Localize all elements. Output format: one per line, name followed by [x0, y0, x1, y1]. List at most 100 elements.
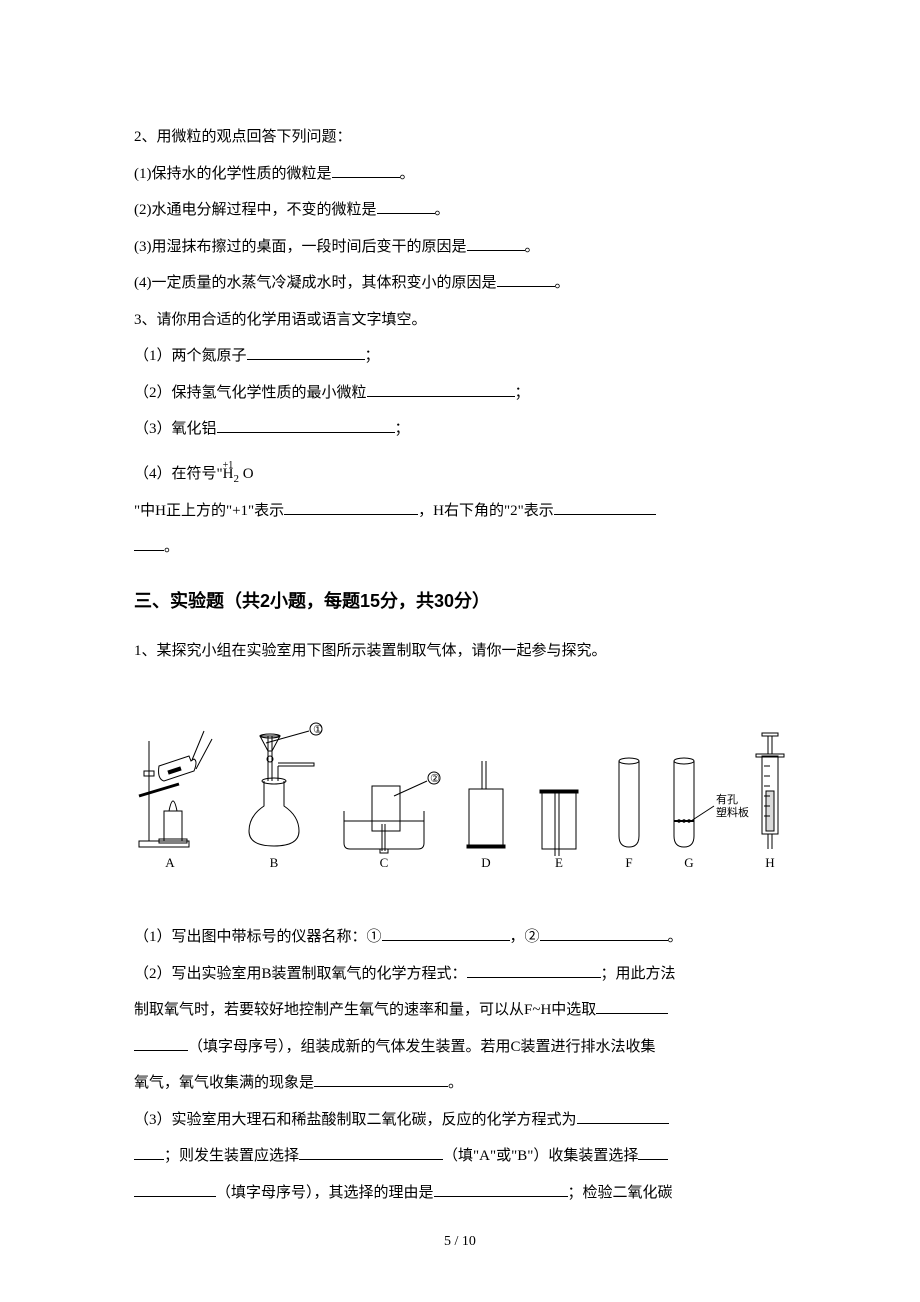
sub-p8-a: （填字母序号），其选择的理由是	[216, 1185, 434, 1201]
sub-p7-b: （填"A"或"B"）收集装置选择	[443, 1148, 638, 1164]
sub-p2-b: ；用此方法	[601, 966, 676, 982]
sub-part1: （1）写出图中带标号的仪器名称：①，②。	[134, 920, 786, 955]
sub-p8-b: ；检验二氧化碳	[568, 1185, 673, 1201]
sub-p2-a: （2）写出实验室用B装置制取氧气的化学方程式：	[134, 966, 467, 982]
q3-p5-text-a: "中H正上方的"+1"表示	[134, 503, 284, 519]
blank	[367, 396, 515, 397]
q2-p3-text-a: (3)用湿抹布擦过的桌面，一段时间后变干的原因是	[134, 239, 467, 255]
svg-text:E: E	[555, 855, 563, 870]
blank	[497, 286, 555, 287]
apparatus-c: ②	[344, 772, 440, 853]
svg-text:D: D	[481, 855, 490, 870]
sub-p6-a: （3）实验室用大理石和稀盐酸制取二氧化碳，反应的化学方程式为	[134, 1112, 577, 1128]
sub-p5-a: 氧气，氧气收集满的现象是	[134, 1075, 314, 1091]
apparatus-diagram: ① ②	[134, 671, 786, 911]
blank	[554, 514, 656, 515]
svg-text:A: A	[165, 855, 175, 870]
blank	[299, 1159, 443, 1160]
apparatus-g: 有孔 塑料板	[674, 758, 749, 847]
sub-p7-a: ；则发生装置应选择	[164, 1148, 299, 1164]
svg-text:有孔: 有孔	[716, 792, 738, 806]
page-number: 5 / 10	[0, 1234, 920, 1250]
apparatus-a	[139, 731, 212, 847]
blank	[217, 432, 395, 433]
svg-text:G: G	[684, 855, 693, 870]
blank	[247, 359, 365, 360]
blank	[377, 213, 435, 214]
q3-p4-text-a: （4）在符号"	[134, 466, 223, 482]
svg-text:C: C	[380, 855, 389, 870]
blank	[284, 514, 418, 515]
blank	[434, 1196, 568, 1197]
diagram-labels: A B C D E F G H	[165, 855, 774, 870]
sub-part7: ；则发生装置应选择 （填"A"或"B"）收集装置选择	[134, 1139, 786, 1174]
q3-part6: 。	[134, 530, 786, 565]
blank	[332, 177, 400, 178]
q2-stem: 2、用微粒的观点回答下列问题：	[134, 120, 786, 155]
blank	[577, 1123, 669, 1124]
sec3-q1-stem: 1、某探究小组在实验室用下图所示装置制取气体，请你一起参与探究。	[134, 634, 786, 669]
sub-part6: （3）实验室用大理石和稀盐酸制取二氧化碳，反应的化学方程式为	[134, 1103, 786, 1138]
blank	[134, 1159, 164, 1160]
blank	[596, 1013, 668, 1014]
sub-p4-a: （填字母序号），组装成新的气体发生装置。若用C装置进行排水法收集	[188, 1039, 656, 1055]
q2-p4-text-a: (4)一定质量的水蒸气冷凝成水时，其体积变小的原因是	[134, 275, 497, 291]
q3-p3-text-b: ；	[395, 421, 410, 437]
q2-part2: (2)水通电分解过程中，不变的微粒是 。	[134, 193, 786, 228]
q3-part3: （3）氧化铝 ；	[134, 412, 786, 447]
blank	[467, 250, 525, 251]
diagram-svg: ① ②	[134, 681, 786, 881]
sub-part2: （2）写出实验室用B装置制取氧气的化学方程式： ；用此方法	[134, 957, 786, 992]
svg-text:F: F	[625, 855, 632, 870]
blank	[540, 940, 668, 941]
sub-part4: （填字母序号），组装成新的气体发生装置。若用C装置进行排水法收集	[134, 1030, 786, 1065]
q3-part2: （2）保持氢气化学性质的最小微粒 ；	[134, 376, 786, 411]
svg-text:①: ①	[313, 724, 323, 736]
q2-part3: (3)用湿抹布擦过的桌面，一段时间后变干的原因是 。	[134, 230, 786, 265]
q3-stem: 3、请你用合适的化学用语或语言文字填空。	[134, 303, 786, 338]
blank	[638, 1159, 668, 1160]
page-content: 2、用微粒的观点回答下列问题： (1)保持水的化学性质的微粒是。 (2)水通电分…	[0, 0, 920, 1210]
q2-p2-text-b: 。	[435, 202, 450, 218]
blank	[314, 1086, 448, 1087]
sub-part3: 制取氧气时，若要较好地控制产生氧气的速率和量，可以从F~H中选取	[134, 993, 786, 1028]
q2-part1: (1)保持水的化学性质的微粒是 。	[134, 157, 786, 192]
q3-p2-text-a: （2）保持氢气化学性质的最小微粒	[134, 385, 367, 401]
formula-o: O	[239, 466, 254, 482]
q2-part4: (4)一定质量的水蒸气冷凝成水时，其体积变小的原因是 。	[134, 266, 786, 301]
q3-p3-text-a: （3）氧化铝	[134, 421, 217, 437]
q3-part5: "中H正上方的"+1"表示 ，H右下角的"2"表示	[134, 494, 786, 529]
blank	[382, 940, 510, 941]
section-3-title: 三、实验题（共2小题，每题15分，共30分）	[134, 581, 786, 622]
svg-text:B: B	[270, 855, 279, 870]
formula-h2o: +1H	[223, 466, 234, 482]
blank	[134, 1050, 188, 1051]
svg-text:H: H	[765, 855, 774, 870]
q3-p1-text-b: ；	[365, 348, 380, 364]
q2-p1-text-b: 。	[400, 166, 415, 182]
q2-p1-text-a: (1)保持水的化学性质的微粒是	[134, 166, 332, 182]
sub-part5: 氧气，氧气收集满的现象是 。	[134, 1066, 786, 1101]
apparatus-e	[540, 790, 578, 856]
blank	[467, 977, 601, 978]
q3-part4: （4）在符号"+1H2 O	[134, 457, 786, 492]
sub-p1-a: （1）写出图中带标号的仪器名称：①	[134, 929, 382, 945]
q3-part1: （1）两个氮原子 ；	[134, 339, 786, 374]
superscript-plus1: +1	[223, 454, 234, 477]
q2-p4-text-b: 。	[555, 275, 570, 291]
apparatus-d	[467, 761, 505, 848]
q2-p3-text-b: 。	[525, 239, 540, 255]
q3-p1-text-a: （1）两个氮原子	[134, 348, 247, 364]
blank	[134, 550, 164, 551]
apparatus-h	[756, 733, 784, 849]
sub-part8: （填字母序号），其选择的理由是 ；检验二氧化碳	[134, 1176, 786, 1211]
q3-p2-text-b: ；	[515, 385, 530, 401]
q3-p5-text-b: ，H右下角的"2"表示	[418, 503, 554, 519]
blank	[134, 1196, 216, 1197]
q2-p2-text-a: (2)水通电分解过程中，不变的微粒是	[134, 202, 377, 218]
apparatus-f	[619, 758, 639, 847]
sub-p5-b: 。	[448, 1075, 463, 1091]
svg-text:塑料板: 塑料板	[716, 805, 749, 819]
q3-p6-text-a: 。	[164, 539, 179, 555]
sub-p1-b: ，②	[510, 929, 540, 945]
